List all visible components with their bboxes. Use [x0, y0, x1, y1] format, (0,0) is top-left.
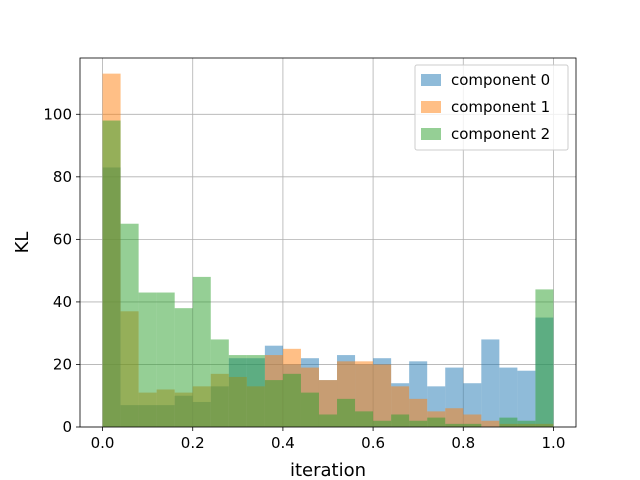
bar-series-2 — [391, 414, 410, 427]
axes — [76, 57, 577, 431]
x-tick-label: 0.4 — [271, 434, 295, 452]
bar-series-2 — [282, 373, 301, 427]
bar-series-2 — [264, 380, 283, 427]
bar-series-1 — [463, 414, 482, 427]
bar-series-2 — [463, 423, 482, 427]
bar-series-2 — [102, 120, 121, 428]
bar-series-2 — [427, 417, 446, 427]
y-tick-label: 80 — [53, 168, 72, 186]
legend-label-1: component 1 — [451, 98, 550, 116]
bar-series-1 — [409, 398, 428, 427]
bar-series-2 — [517, 420, 536, 427]
legend-swatch-0 — [421, 74, 441, 86]
bar-series-2 — [228, 355, 247, 427]
bar-series-2 — [246, 355, 265, 427]
bar-series-2 — [192, 276, 211, 427]
legend-label-2: component 2 — [451, 125, 550, 143]
bar-series-2 — [300, 392, 319, 427]
tick-labels: 0.0 0.2 0.4 0.6 0.8 1.0 0 20 40 60 80 100 — [43, 105, 565, 452]
x-axis-label: iteration — [290, 460, 366, 480]
bar-series-2 — [535, 289, 554, 427]
y-tick-label: 20 — [53, 355, 72, 373]
bar-series-2 — [499, 417, 518, 427]
bar-series-2 — [174, 308, 193, 427]
bar-series-2 — [120, 223, 139, 427]
bar-series-2 — [373, 420, 392, 427]
bar-series-2 — [156, 292, 175, 427]
x-tick-label: 0.2 — [181, 434, 205, 452]
bar-series-2 — [138, 292, 157, 427]
histogram-bars — [102, 73, 554, 428]
bar-series-0 — [517, 370, 536, 427]
bar-series-2 — [445, 423, 464, 427]
bar-series-2 — [409, 420, 428, 427]
x-tick-label: 0.0 — [91, 434, 115, 452]
legend-box — [414, 64, 569, 151]
legend-swatch-2 — [421, 128, 441, 140]
plot-frame — [79, 57, 577, 428]
bar-series-0 — [499, 367, 518, 427]
y-axis-label: KL — [12, 232, 33, 254]
bar-series-1 — [445, 408, 464, 427]
bar-series-1 — [373, 364, 392, 427]
bar-series-1 — [355, 361, 374, 427]
bar-series-2 — [355, 411, 374, 427]
y-tick-label: 0 — [62, 418, 72, 436]
y-tick-label: 100 — [43, 105, 72, 123]
y-tick-label: 60 — [53, 230, 72, 248]
x-tick-label: 0.8 — [451, 434, 475, 452]
x-tick-label: 1.0 — [542, 434, 566, 452]
legend-swatch-1 — [421, 101, 441, 113]
x-tick-label: 0.6 — [361, 434, 385, 452]
bar-series-2 — [210, 339, 229, 427]
y-tick-label: 40 — [53, 293, 72, 311]
bar-series-0 — [481, 339, 500, 427]
bar-series-2 — [318, 414, 338, 427]
legend-label-0: component 0 — [451, 71, 550, 89]
legend: component 0 component 1 component 2 — [414, 64, 569, 151]
bar-series-1 — [481, 420, 500, 427]
bar-series-2 — [337, 398, 356, 427]
